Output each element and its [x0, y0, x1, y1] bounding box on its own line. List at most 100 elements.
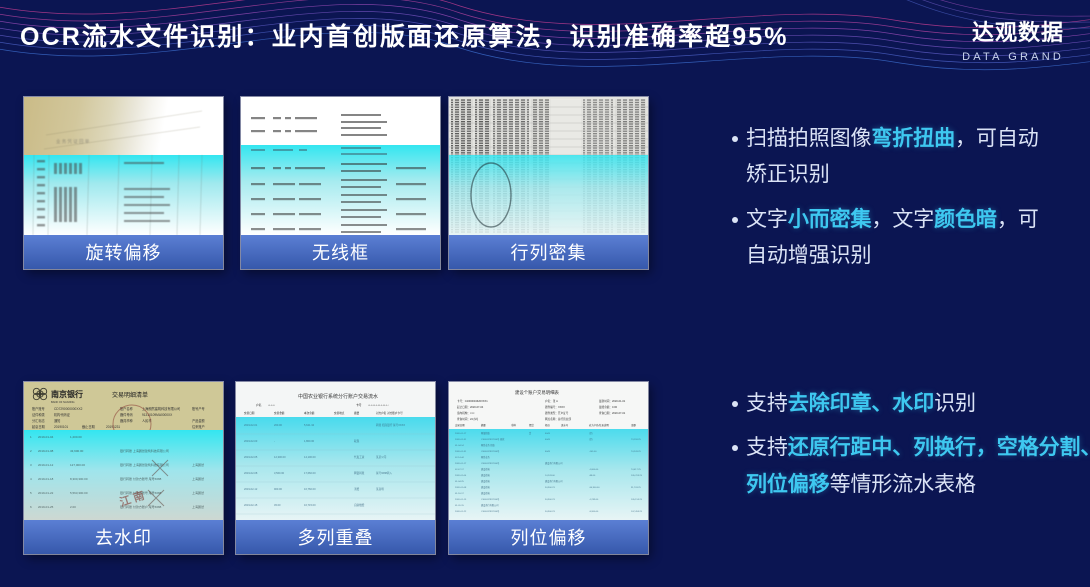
svg-text:交易金额: 交易金额: [274, 411, 285, 415]
svg-text:2020-01-31: 2020-01-31: [455, 451, 467, 453]
svg-text:2020-01-15: 2020-01-15: [455, 499, 467, 501]
svg-text:01-16-17: 01-16-17: [455, 493, 465, 495]
svg-text:2019-02-01: 2019-02-01: [244, 423, 258, 427]
svg-text:银行转账 上海朗然建筑科技有限公司: 银行转账 上海朗然建筑科技有限公司: [120, 448, 169, 453]
svg-text:交易地点: 交易地点: [334, 411, 345, 415]
svg-text:-88.00: -88.00: [589, 475, 596, 477]
svg-text:上海朗然: 上海朗然: [192, 476, 204, 481]
svg-text:器件号码: 器件号码: [120, 412, 133, 417]
svg-text:34,900.23: 34,900.23: [545, 511, 556, 513]
svg-text:2019-02-03: 2019-02-03: [244, 439, 258, 443]
svg-text:转账 招商银行 尾号XXXX: 转账 招商银行 尾号XXXX: [376, 423, 405, 427]
svg-text:户名: 户名: [256, 403, 262, 407]
svg-text:16,760.00: 16,760.00: [304, 487, 316, 491]
svg-text:74,243.25: 74,243.25: [631, 451, 642, 453]
svg-text:BANK OF NANJING: BANK OF NANJING: [51, 400, 75, 404]
svg-text:机构代码证: 机构代码证: [54, 412, 71, 417]
svg-text:查询日期：2020-07-01: 查询日期：2020-07-01: [599, 411, 626, 415]
svg-text:6043: 6043: [545, 439, 551, 441]
svg-text:01-04-14: 01-04-14: [455, 445, 465, 447]
svg-text:34,900.23: 34,900.23: [545, 499, 556, 501]
svg-text:交易明细清单: 交易明细清单: [112, 391, 148, 399]
svg-text:2019-01-18: 2019-01-18: [38, 477, 54, 481]
svg-text:南京银行: 南京银行: [51, 389, 83, 399]
svg-text:45.00: 45.00: [274, 503, 281, 507]
svg-text:消费: 消费: [354, 487, 360, 491]
svg-text:-5,900.00: -5,900.00: [589, 511, 599, 513]
svg-text:取现: 取现: [354, 439, 360, 443]
svg-text:币种: 币种: [511, 423, 516, 427]
svg-text:107,453.25: 107,453.25: [631, 511, 643, 513]
svg-text:-1,800.00: -1,800.00: [589, 469, 599, 471]
svg-text:银行转账 付款方账号 尾号6688: 银行转账 付款方账号 尾号6688: [120, 476, 162, 481]
svg-text:往来账户: 往来账户: [192, 424, 205, 429]
svg-text:□□□□□□□□□□□□: □□□□□□□□□□□□: [368, 403, 389, 407]
svg-text:2019-02-05: 2019-02-05: [244, 455, 258, 459]
svg-text:2019-01-12: 2019-01-12: [38, 463, 54, 467]
svg-text:-1,299.00: -1,299.00: [589, 499, 599, 501]
svg-text:金额: 金额: [631, 423, 636, 427]
svg-text:20190101: 20190101: [54, 425, 68, 429]
svg-text:柜员: 柜员: [545, 423, 550, 427]
svg-text:上海朗然建筑科技有限公司: 上海朗然建筑科技有限公司: [142, 406, 180, 411]
svg-text:1,800.00: 1,800.00: [304, 439, 315, 443]
svg-text:通知: 通知: [54, 418, 60, 423]
svg-text:对方户名 对方账户卡号: 对方户名 对方账户卡号: [376, 411, 403, 415]
svg-text:网银转账: 网银转账: [354, 471, 365, 475]
svg-text:起止日期：2020-07-04: 起止日期：2020-07-04: [457, 405, 484, 409]
svg-text:5,563,300.00: 5,563,300.00: [70, 491, 88, 495]
svg-text:2019-01-25: 2019-01-25: [38, 505, 54, 509]
svg-text:-: -: [274, 440, 275, 443]
svg-text:户名：张 A: 户名：张 A: [545, 399, 558, 403]
svg-text:6043: 6043: [545, 433, 551, 435]
svg-text:借贷: 借贷: [529, 423, 534, 427]
svg-text:5,621.34: 5,621.34: [304, 423, 315, 427]
svg-text:2019-02-08: 2019-02-08: [244, 471, 258, 475]
svg-text:2020-01-17: 2020-01-17: [455, 433, 467, 435]
svg-text:2019-02-15: 2019-02-15: [244, 503, 258, 507]
svg-text:摘要: 摘要: [354, 411, 360, 415]
svg-text:对方户名/往来说明: 对方户名/往来说明: [589, 423, 609, 427]
svg-text:卡号：C2000034620XXX1: 卡号：C2000034620XXX1: [457, 399, 488, 403]
svg-text:2020-01-17: 2020-01-17: [455, 463, 467, 465]
svg-text:91310109MA0000XX: 91310109MA0000XX: [142, 413, 173, 417]
svg-text:流水号: 流水号: [561, 423, 569, 427]
svg-text:900.00: 900.00: [274, 487, 282, 491]
svg-text:建设个账户交易明细表: 建设个账户交易明细表: [515, 389, 560, 396]
svg-text:交易日期: 交易日期: [244, 411, 255, 415]
svg-text:产品金额: 产品金额: [192, 418, 206, 423]
svg-text:12,300.00: 12,300.00: [274, 455, 286, 459]
svg-text:自助缴费: 自助缴费: [354, 503, 365, 507]
svg-text:账户账号: 账户账号: [32, 406, 45, 411]
svg-text:2019-01-22: 2019-01-22: [38, 491, 54, 495]
svg-text:2020-01-04: 2020-01-04: [455, 475, 467, 477]
svg-text:43,900.00: 43,900.00: [70, 449, 84, 453]
svg-text:14,100.00: 14,100.00: [304, 455, 316, 459]
svg-text:17,660.00: 17,660.00: [304, 471, 316, 475]
svg-text:最新时间：2020-01-01: 最新时间：2020-01-01: [599, 399, 626, 403]
svg-text:查询时间：24小时: 查询时间：24小时: [457, 417, 478, 421]
svg-text:8,300,300.00: 8,300,300.00: [70, 477, 88, 481]
svg-text:起息日期: 起息日期: [32, 424, 45, 429]
svg-text:账户名称: 账户名称: [120, 406, 134, 411]
svg-text:3,560.00: 3,560.00: [274, 471, 285, 475]
svg-text:-145.00: -145.00: [589, 451, 597, 453]
svg-text:上海朗然: 上海朗然: [192, 490, 204, 495]
svg-text:-54,900.00: -54,900.00: [589, 487, 600, 489]
svg-text:CD7290000000XX2: CD7290000000XX2: [54, 407, 83, 411]
svg-text:02-14-44: 02-14-44: [455, 457, 465, 459]
svg-text:01-01-15: 01-01-15: [455, 505, 465, 507]
svg-text:1,200.00: 1,200.00: [70, 435, 82, 439]
svg-text:证件种类: 证件种类: [32, 412, 46, 417]
svg-text:2019-02-12: 2019-02-12: [244, 487, 258, 491]
svg-text:01-04-25: 01-04-25: [455, 481, 465, 483]
svg-text:上海朗然: 上海朗然: [192, 462, 204, 467]
svg-text:02-47-17: 02-47-17: [455, 469, 465, 471]
svg-text:摘要: 摘要: [481, 423, 486, 427]
svg-text:14,243.00: 14,243.00: [545, 475, 556, 477]
svg-text:账号户号: 账号户号: [192, 406, 205, 411]
svg-text:业 务 凭 证 回 单: 业 务 凭 证 回 单: [56, 138, 90, 145]
svg-text:16,715.00: 16,715.00: [304, 503, 316, 507]
svg-text:交易日期: 交易日期: [455, 423, 465, 427]
svg-text:6043: 6043: [545, 451, 551, 453]
